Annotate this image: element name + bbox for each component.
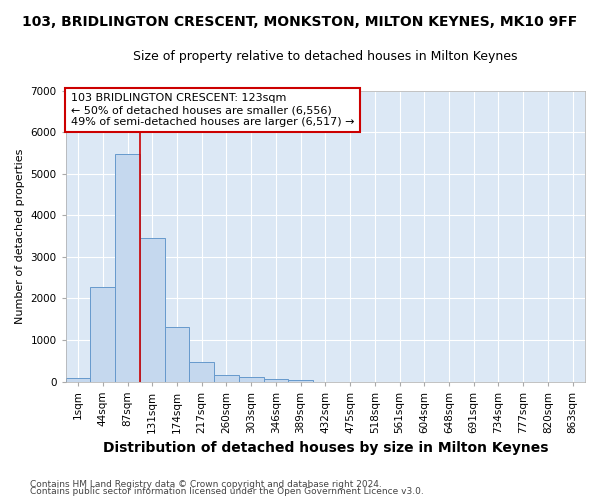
Text: Contains HM Land Registry data © Crown copyright and database right 2024.: Contains HM Land Registry data © Crown c… [30,480,382,489]
Title: Size of property relative to detached houses in Milton Keynes: Size of property relative to detached ho… [133,50,518,63]
Text: 103, BRIDLINGTON CRESCENT, MONKSTON, MILTON KEYNES, MK10 9FF: 103, BRIDLINGTON CRESCENT, MONKSTON, MIL… [22,15,578,29]
Y-axis label: Number of detached properties: Number of detached properties [15,148,25,324]
Bar [115,154,140,382]
Bar [263,378,288,382]
Bar [239,378,263,382]
Bar [288,380,313,382]
Bar [91,286,115,382]
Bar [214,375,239,382]
Bar [140,238,164,382]
Text: Contains public sector information licensed under the Open Government Licence v3: Contains public sector information licen… [30,487,424,496]
Bar [190,362,214,382]
Text: 103 BRIDLINGTON CRESCENT: 123sqm
← 50% of detached houses are smaller (6,556)
49: 103 BRIDLINGTON CRESCENT: 123sqm ← 50% o… [71,94,355,126]
Bar [66,378,91,382]
Bar [164,326,190,382]
X-axis label: Distribution of detached houses by size in Milton Keynes: Distribution of detached houses by size … [103,441,548,455]
